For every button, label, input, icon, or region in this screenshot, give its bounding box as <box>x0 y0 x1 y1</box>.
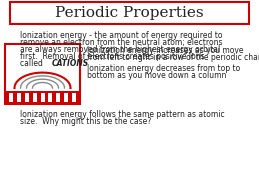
FancyBboxPatch shape <box>5 91 80 104</box>
FancyBboxPatch shape <box>64 93 68 102</box>
FancyBboxPatch shape <box>48 93 52 102</box>
Text: bottom as you move down a column: bottom as you move down a column <box>87 71 226 80</box>
FancyBboxPatch shape <box>10 2 249 24</box>
FancyBboxPatch shape <box>5 44 80 104</box>
FancyBboxPatch shape <box>33 93 37 102</box>
Text: Ionization energy follows the same pattern as atomic: Ionization energy follows the same patte… <box>20 110 225 119</box>
Text: first.  Removal of electrons creates positive ions: first. Removal of electrons creates posi… <box>20 52 205 61</box>
Text: remove an electron from the neutral atom; electrons: remove an electron from the neutral atom… <box>20 38 222 47</box>
Text: Periodic Properties: Periodic Properties <box>55 6 203 20</box>
FancyBboxPatch shape <box>9 93 13 102</box>
FancyBboxPatch shape <box>25 93 29 102</box>
FancyBboxPatch shape <box>72 93 76 102</box>
FancyBboxPatch shape <box>56 93 60 102</box>
Text: Ionization energy - the amount of energy required to: Ionization energy - the amount of energy… <box>20 31 222 40</box>
Text: size.  Why might this be the case?: size. Why might this be the case? <box>20 117 151 126</box>
Text: Ionization energy decreases from top to: Ionization energy decreases from top to <box>87 64 240 73</box>
FancyBboxPatch shape <box>40 93 45 102</box>
Text: are always removed from the highest energy orbital: are always removed from the highest ener… <box>20 45 220 54</box>
Text: called: called <box>20 59 45 68</box>
FancyBboxPatch shape <box>17 93 21 102</box>
Text: CATIONS: CATIONS <box>52 59 89 68</box>
Text: Ionization energy increases as you move: Ionization energy increases as you move <box>87 46 243 55</box>
Text: from left to right in a row of the periodic chart: from left to right in a row of the perio… <box>87 53 259 62</box>
